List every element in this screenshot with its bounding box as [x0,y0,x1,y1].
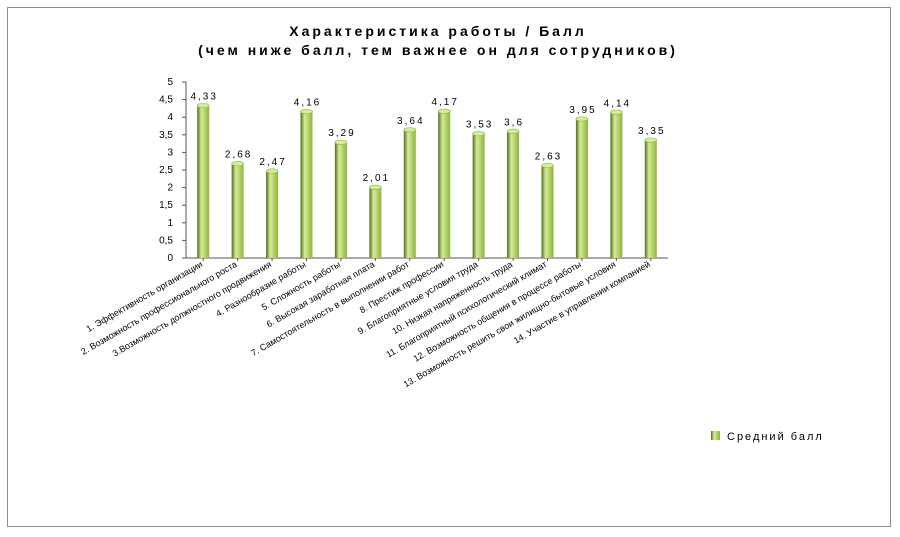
bar [266,171,279,258]
data-label: 3,35 [638,126,665,137]
y-tick-label: 4 [167,112,173,123]
bar [610,112,623,258]
bar-top [506,128,520,134]
legend-swatch [711,431,720,440]
data-label: 4,14 [604,98,631,109]
bar-top [369,184,382,190]
bar [300,111,313,259]
bar [369,187,382,258]
data-label: 4,16 [294,98,321,109]
bar-top [403,127,417,133]
bar [403,129,416,258]
bar-top [196,103,210,109]
category-label: 2. Возможность профессионального роста [79,259,238,357]
bar-top [437,108,451,114]
bar [438,111,451,258]
y-tick-label: 1 [167,218,173,229]
data-label: 4,33 [190,92,217,103]
bar-top [541,162,554,168]
y-tick-label: 5 [167,77,173,88]
y-tick-label: 0 [167,253,173,264]
bar [541,165,554,258]
plot-area: 00,511,522,533,544,554,331. Эффективност… [79,77,668,389]
data-label: 3,64 [397,116,424,127]
y-tick-label: 3 [167,147,173,158]
bar [231,163,244,258]
bar [472,133,485,258]
data-label: 2,68 [225,150,252,161]
data-label: 4,17 [431,97,458,108]
data-label: 2,47 [259,157,286,168]
chart-frame: Характеристика работы / Балл (чем ниже б… [7,7,891,527]
data-label: 3,95 [569,105,596,116]
y-tick-label: 2,5 [159,165,173,176]
chart-title: Характеристика работы / Балл [289,23,587,39]
bar-top [231,161,244,167]
data-label: 3,53 [466,120,493,131]
y-tick-label: 0,5 [159,235,173,246]
bar [334,142,347,258]
bar-chart: Характеристика работы / Балл (чем ниже б… [79,23,824,443]
bar-top [265,168,279,174]
bar [644,140,657,258]
data-label: 3,29 [328,128,355,139]
bar-top [472,131,485,137]
y-tick-label: 1,5 [159,200,173,211]
y-tick-label: 2 [167,183,173,194]
y-tick-label: 3,5 [159,130,173,141]
legend: Средний балл [711,431,824,443]
bar-top [644,137,658,143]
chart-subtitle: (чем ниже балл, тем важнее он для сотруд… [198,42,678,58]
data-label: 2,01 [363,173,390,184]
bar-top [610,109,623,115]
data-label: 3,6 [504,117,524,128]
bar-top [575,116,589,122]
bar [197,105,210,258]
bar-top [334,139,348,145]
y-tick-label: 4,5 [159,95,173,106]
legend-label: Средний балл [727,431,824,443]
bar-top [300,109,313,115]
bar [507,131,520,258]
data-label: 2,63 [535,151,562,162]
bar [575,118,588,259]
